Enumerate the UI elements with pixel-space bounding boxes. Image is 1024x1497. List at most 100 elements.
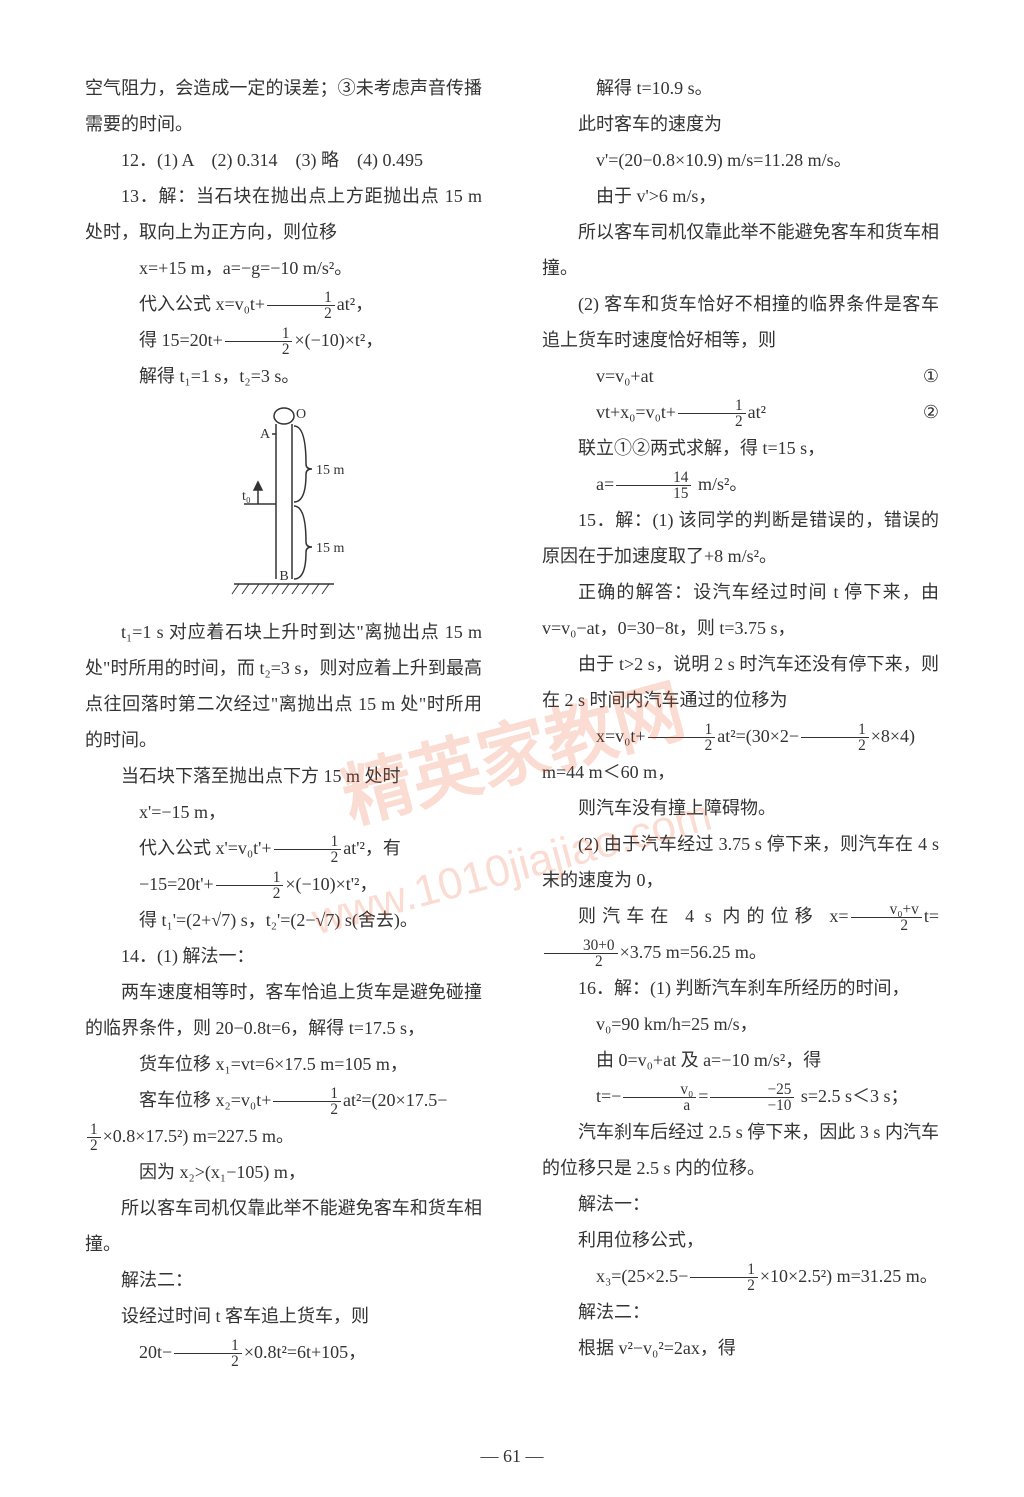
diagram-label-B: B: [279, 569, 288, 584]
formula-part: 代入公式 x'=v₀t'+: [139, 838, 272, 858]
text-line: t₁=1 s 对应着石块上升时到达"离抛出点 15 m 处"时所用的时间，而 t…: [85, 614, 482, 758]
text-line: 12．(1) A (2) 0.314 (3) 略 (4) 0.495: [85, 142, 482, 178]
two-column-layout: 空气阻力，会造成一定的误差；③未考虑声音传播需要的时间。 12．(1) A (2…: [85, 70, 939, 1410]
text-line: 由于 t>2 s，说明 2 s 时汽车还没有停下来，则在 2 s 时间内汽车通过…: [542, 646, 939, 718]
fraction: 12: [87, 1122, 101, 1154]
equation-number: ①: [869, 358, 939, 394]
formula-line: 货车位移 x₁=vt=6×17.5 m=105 m，: [85, 1046, 482, 1082]
fraction: 12: [174, 1338, 242, 1370]
fraction: 12: [801, 722, 869, 754]
formula-part: s=2.5 s＜3 s；: [796, 1086, 908, 1106]
formula-part: v=v₀+at: [542, 358, 654, 394]
formula-part: a=: [596, 474, 614, 494]
formula-line: 代入公式 x'=v₀t'+12at'²，有: [85, 830, 482, 866]
equation-number: ②: [869, 394, 939, 430]
text-line: 所以客车司机仅靠此举不能避免客车和货车相撞。: [542, 214, 939, 286]
text-line: 解法二：: [542, 1294, 939, 1330]
diagram-label-d2: 15 m: [316, 541, 345, 556]
formula-part: at²=(30×2−: [717, 726, 799, 746]
formula-line: 客车位移 x₂=v₀t+12at²=(20×17.5−: [85, 1082, 482, 1118]
formula-line: x=v₀t+12at²=(30×2−12×8×4) m=44 m＜60 m，: [542, 718, 939, 790]
formula-part: 得 15=20t+: [139, 330, 223, 350]
text-line: 16．解：(1) 判断汽车刹车所经历的时间，: [542, 970, 939, 1006]
fraction: 12: [648, 722, 716, 754]
diagram-label-d1: 15 m: [316, 463, 345, 478]
fraction: 12: [274, 834, 342, 866]
formula-line: 因为 x₂>(x₁−105) m，: [85, 1154, 482, 1190]
diagram-label-A: A: [260, 427, 271, 442]
text-line: 13．解：当石块在抛出点上方距抛出点 15 m 处时，取向上为正方向，则位移: [85, 178, 482, 250]
formula-line: x=+15 m，a=−g=−10 m/s²。: [85, 250, 482, 286]
text-line: 则汽车没有撞上障碍物。: [542, 790, 939, 826]
text-line: 解法二：: [85, 1262, 482, 1298]
text-line: (2) 客车和货车恰好不相撞的临界条件是客车追上货车时速度恰好相等，则: [542, 286, 939, 358]
fraction: 12: [273, 1086, 341, 1118]
text-line: 利用位移公式，: [542, 1222, 939, 1258]
formula-part: vt+x₀=v₀t+12at²: [542, 394, 766, 430]
formula-part: =: [698, 1086, 708, 1106]
formula-line: x'=−15 m，: [85, 794, 482, 830]
fraction: 12: [678, 398, 746, 430]
formula-part: 代入公式 x=v₀t+: [139, 294, 265, 314]
text-line: 此时客车的速度为: [542, 106, 939, 142]
text-line: 当石块下落至抛出点下方 15 m 处时: [85, 758, 482, 794]
fraction: 12: [267, 290, 335, 322]
formula-part: 则汽车在 4 s 内的位移 x=: [578, 906, 849, 926]
formula-part: t=: [924, 906, 939, 926]
formula-line: 代入公式 x=v₀t+12at²，: [85, 286, 482, 322]
formula-part: m/s²。: [693, 474, 747, 494]
formula-part: x=v₀t+: [596, 726, 646, 746]
text-line: 正确的解答：设汽车经过时间 t 停下来，由 v=v₀−at，0=30−8t，则 …: [542, 574, 939, 646]
page-number: — 61 —: [0, 1446, 1024, 1467]
fraction: −25−10: [710, 1082, 794, 1114]
diagram-label-O: O: [296, 407, 306, 422]
formula-line: v'=(20−0.8×10.9) m/s=11.28 m/s。: [542, 142, 939, 178]
formula-part: ×(−10)×t'²，: [285, 874, 377, 894]
formula-part: ×0.8t²=6t+105，: [244, 1342, 366, 1362]
text-line: 根据 v²−v₀²=2ax，得: [542, 1330, 939, 1366]
fraction: 12: [225, 326, 293, 358]
formula-line: 由 0=v₀+at 及 a=−10 m/s²，得: [542, 1042, 939, 1078]
formula-part: ×3.75 m=56.25 m。: [620, 942, 767, 962]
formula-part: ×(−10)×t²，: [294, 330, 383, 350]
formula-line: t=−v₀a=−25−10 s=2.5 s＜3 s；: [542, 1078, 939, 1114]
formula-line: 得 t₁'=(2+√7) s，t₂'=(2−√7) s(舍去)。: [85, 902, 482, 938]
numbered-equation: v=v₀+at ①: [542, 358, 939, 394]
numbered-equation: vt+x₀=v₀t+12at² ②: [542, 394, 939, 430]
formula-line: a=1415 m/s²。: [542, 466, 939, 502]
right-column: 解得 t=10.9 s。 此时客车的速度为 v'=(20−0.8×10.9) m…: [542, 70, 939, 1410]
left-column: 空气阻力，会造成一定的误差；③未考虑声音传播需要的时间。 12．(1) A (2…: [85, 70, 482, 1410]
formula-part: at²，: [337, 294, 373, 314]
fraction: v₀+v2: [851, 902, 922, 934]
text-line: 空气阻力，会造成一定的误差；③未考虑声音传播需要的时间。: [85, 70, 482, 142]
fraction: 12: [216, 870, 284, 902]
diagram-label-t0: t₀: [242, 489, 251, 504]
page: 精英家教网 www.1010jiajiao.com 空气阻力，会造成一定的误差；…: [0, 0, 1024, 1497]
formula-part: ×0.8×17.5²) m=227.5 m。: [103, 1126, 294, 1146]
formula-line: 解得 t₁=1 s，t₂=3 s。: [85, 358, 482, 394]
formula-line: 由于 v'>6 m/s，: [542, 178, 939, 214]
fraction: 30+02: [544, 938, 618, 970]
text-line: 汽车刹车后经过 2.5 s 停下来，因此 3 s 内汽车的位移只是 2.5 s …: [542, 1114, 939, 1186]
formula-part: ×10×2.5²) m=31.25 m。: [760, 1266, 938, 1286]
text-line: 所以客车司机仅靠此举不能避免客车和货车相撞。: [85, 1190, 482, 1262]
text-line: 14．(1) 解法一：: [85, 938, 482, 974]
formula-line: x₃=(25×2.5−12×10×2.5²) m=31.25 m。: [542, 1258, 939, 1294]
text-line: 15．解：(1) 该同学的判断是错误的，错误的原因在于加速度取了+8 m/s²。: [542, 502, 939, 574]
formula-part: 20t−: [139, 1342, 172, 1362]
formula-part: at'²，有: [343, 838, 401, 858]
formula-line: v₀=90 km/h=25 m/s，: [542, 1006, 939, 1042]
text-line: 设经过时间 t 客车追上货车，则: [85, 1298, 482, 1334]
text-line: 两车速度相等时，客车恰追上货车是避免碰撞的临界条件，则 20−0.8t=6，解得…: [85, 974, 482, 1046]
formula-part: at²=(20×17.5−: [343, 1090, 447, 1110]
formula-line: 20t−12×0.8t²=6t+105，: [85, 1334, 482, 1370]
formula-line: 得 15=20t+12×(−10)×t²，: [85, 322, 482, 358]
formula-line: −15=20t'+12×(−10)×t'²，: [85, 866, 482, 902]
formula-part: 客车位移 x₂=v₀t+: [139, 1090, 271, 1110]
fraction: 12: [690, 1262, 758, 1294]
formula-line: 解得 t=10.9 s。: [542, 70, 939, 106]
formula-part: x₃=(25×2.5−: [596, 1266, 688, 1286]
text-line: (2) 由于汽车经过 3.75 s 停下来，则汽车在 4 s 末的速度为 0，: [542, 826, 939, 898]
formula-line: 则汽车在 4 s 内的位移 x=v₀+v2t= 30+02×3.75 m=56.2…: [542, 898, 939, 970]
physics-diagram: B O A t₀ 15 m 15 m: [194, 404, 374, 604]
